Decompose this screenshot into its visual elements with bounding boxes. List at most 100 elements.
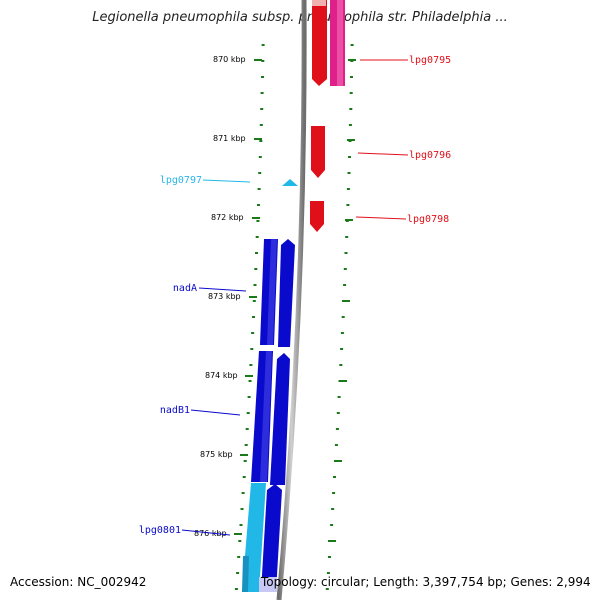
scale-dot xyxy=(236,572,240,574)
gene-lpg0801-base xyxy=(259,577,277,592)
scale-dot xyxy=(333,476,336,478)
gene-lpg0795[interactable] xyxy=(312,0,345,86)
scale-dot xyxy=(350,44,354,46)
scale-dot xyxy=(325,588,329,590)
gene-lpg0801[interactable] xyxy=(242,483,282,592)
tick-label-876: 876 kbp xyxy=(194,529,227,538)
tick-label-870: 870 kbp xyxy=(213,55,246,64)
scale-dot xyxy=(252,300,256,302)
leader-lpg0797 xyxy=(202,179,251,183)
gene-nadA-highlight xyxy=(267,239,277,345)
scale-dot xyxy=(334,444,338,446)
scale-dot xyxy=(257,188,261,190)
scale-dot xyxy=(237,556,241,558)
gene-lpg0795-highlight xyxy=(337,0,343,86)
accession-text: Accession: NC_002942 xyxy=(10,575,147,589)
scale-dot xyxy=(261,44,265,46)
tick-label-874: 874 kbp xyxy=(205,371,238,380)
label-lpg0797[interactable]: lpg0797 xyxy=(160,175,202,186)
scale-dot xyxy=(347,172,351,174)
scale-dot xyxy=(345,236,349,238)
gene-lpg0798[interactable] xyxy=(310,201,324,232)
gene-lpg0796-arrow xyxy=(311,126,325,178)
genome-summary-text: Topology: circular; Length: 3,397,754 bp… xyxy=(261,575,591,589)
scale-dot xyxy=(246,412,250,414)
scale-dot xyxy=(336,412,340,414)
scale-dot xyxy=(348,124,352,126)
scale-dot xyxy=(349,108,353,110)
label-nadB1[interactable]: nadB1 xyxy=(160,405,190,416)
scale-dot xyxy=(340,332,344,334)
label-lpg0796[interactable]: lpg0796 xyxy=(409,150,451,161)
scale-dot xyxy=(239,524,243,526)
scale-dot xyxy=(254,268,258,270)
scale-dot xyxy=(258,172,262,174)
scale-dot xyxy=(240,508,244,510)
leader-lpg0796 xyxy=(357,152,409,156)
scale-dot xyxy=(335,428,339,430)
leader-nadA xyxy=(198,287,247,292)
label-nadA[interactable]: nadA xyxy=(173,283,197,294)
gene-lpg0798-arrow xyxy=(310,201,324,232)
scale-dot xyxy=(253,284,257,286)
leader-lpg0801 xyxy=(181,529,231,536)
scale-dot xyxy=(242,476,246,478)
scale-dot xyxy=(339,364,343,366)
scale-dot xyxy=(350,76,353,78)
scale-dot xyxy=(259,140,263,142)
gene-lpg0801-arrow xyxy=(261,484,282,592)
scale-dot xyxy=(343,284,347,286)
gene-nadA[interactable] xyxy=(260,239,295,347)
scale-dot xyxy=(249,364,253,366)
gene-lpg0797[interactable] xyxy=(282,179,298,186)
tick-label-875: 875 kbp xyxy=(200,450,233,459)
scale-dot xyxy=(346,188,350,190)
scale-dot xyxy=(234,588,238,590)
label-lpg0801[interactable]: lpg0801 xyxy=(139,525,181,536)
tick-label-872: 872 kbp xyxy=(211,213,244,222)
map-title: Legionella pneumophila subsp. pneumophil… xyxy=(92,10,508,25)
scale-dot xyxy=(255,252,258,254)
gene-lpg0801-shade xyxy=(242,556,249,592)
scale-dot xyxy=(259,124,263,126)
scale-dot xyxy=(343,268,347,270)
scale-dot xyxy=(344,252,348,254)
scale-ticks: 870 kbp 871 kbp 872 kbp 873 kbp 874 kbp … xyxy=(194,55,356,542)
gene-nadA-arrow xyxy=(278,239,295,347)
scale-dot xyxy=(257,204,260,206)
scale-dot xyxy=(241,492,245,494)
scale-dot xyxy=(258,156,262,158)
scale-dot xyxy=(260,92,264,94)
leader-nadB1 xyxy=(190,409,241,416)
scale-dot xyxy=(326,572,330,574)
scale-dot xyxy=(255,236,259,238)
gene-lpg0795-band xyxy=(312,0,326,6)
scale-dot xyxy=(252,316,255,318)
scale-dot xyxy=(331,508,335,510)
gene-nadB1[interactable] xyxy=(251,351,290,485)
gene-nadB1-highlight xyxy=(260,351,272,482)
scale-dot xyxy=(348,156,351,158)
gene-lpg0795-arrow xyxy=(312,0,327,86)
label-lpg0795[interactable]: lpg0795 xyxy=(409,55,451,66)
label-lpg0798[interactable]: lpg0798 xyxy=(407,214,449,225)
gene-lpg0796[interactable] xyxy=(311,126,325,178)
scale-dot xyxy=(330,524,334,526)
gene-nadB1-arrow xyxy=(270,353,290,485)
scale-dot xyxy=(261,60,265,62)
scale-dot xyxy=(337,396,341,398)
scale-dot xyxy=(340,348,344,350)
scale-dot xyxy=(332,492,336,494)
scale-dot xyxy=(250,348,254,350)
scale-dot xyxy=(247,396,251,398)
tick-label-873: 873 kbp xyxy=(208,292,241,301)
scale-dot xyxy=(349,92,353,94)
scale-dot xyxy=(244,444,248,446)
gene-leader-lines xyxy=(181,59,409,536)
scale-dot xyxy=(251,332,255,334)
scale-dot xyxy=(238,540,242,542)
gene-lpg0797-arrow xyxy=(282,179,298,186)
scale-dot xyxy=(261,76,264,78)
scale-dot xyxy=(341,316,345,318)
